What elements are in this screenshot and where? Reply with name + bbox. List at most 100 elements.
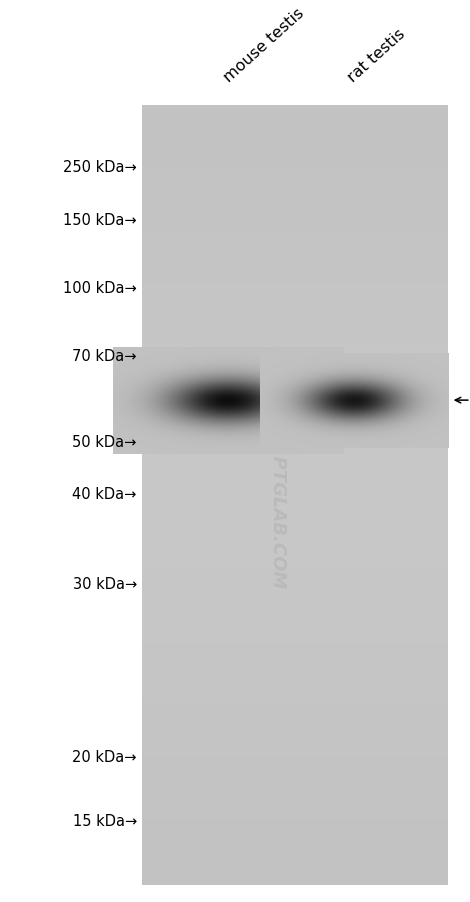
- Bar: [142, 176, 448, 180]
- Bar: [142, 347, 448, 352]
- Bar: [142, 231, 448, 235]
- Bar: [142, 332, 448, 336]
- Bar: [142, 129, 448, 133]
- Bar: [142, 772, 448, 776]
- Bar: [142, 698, 448, 702]
- Bar: [142, 519, 448, 523]
- Bar: [142, 838, 448, 842]
- Bar: [142, 184, 448, 188]
- Bar: [142, 831, 448, 834]
- Bar: [142, 437, 448, 441]
- Bar: [142, 371, 448, 374]
- Bar: [142, 815, 448, 819]
- Bar: [142, 811, 448, 815]
- Bar: [142, 449, 448, 453]
- Bar: [142, 769, 448, 772]
- Bar: [142, 749, 448, 752]
- Bar: [142, 612, 448, 616]
- Bar: [142, 180, 448, 184]
- Bar: [142, 141, 448, 145]
- Bar: [142, 472, 448, 476]
- Bar: [142, 308, 448, 312]
- Bar: [142, 854, 448, 858]
- Bar: [142, 258, 448, 262]
- Bar: [142, 468, 448, 472]
- Bar: [142, 850, 448, 854]
- Bar: [142, 690, 448, 695]
- Bar: [142, 281, 448, 285]
- Bar: [142, 406, 448, 410]
- Bar: [142, 675, 448, 678]
- Bar: [142, 344, 448, 347]
- Bar: [142, 145, 448, 149]
- Bar: [142, 515, 448, 519]
- Bar: [142, 243, 448, 246]
- Bar: [142, 757, 448, 760]
- Bar: [142, 628, 448, 632]
- Bar: [142, 722, 448, 725]
- Bar: [142, 878, 448, 881]
- Bar: [142, 542, 448, 547]
- Bar: [142, 671, 448, 675]
- Bar: [142, 663, 448, 667]
- Bar: [142, 106, 448, 110]
- Bar: [142, 597, 448, 601]
- Bar: [142, 320, 448, 324]
- Bar: [142, 235, 448, 238]
- Bar: [142, 695, 448, 698]
- Bar: [142, 710, 448, 713]
- Bar: [142, 530, 448, 535]
- Bar: [142, 881, 448, 885]
- Bar: [142, 114, 448, 117]
- Bar: [142, 616, 448, 621]
- Bar: [142, 729, 448, 733]
- Text: 70 kDa→: 70 kDa→: [72, 348, 137, 364]
- Bar: [142, 250, 448, 254]
- Bar: [142, 196, 448, 199]
- Bar: [142, 799, 448, 804]
- Bar: [142, 643, 448, 648]
- Bar: [142, 305, 448, 308]
- Bar: [142, 683, 448, 686]
- Bar: [142, 566, 448, 569]
- Bar: [142, 725, 448, 729]
- Text: 100 kDa→: 100 kDa→: [63, 281, 137, 296]
- Bar: [142, 787, 448, 792]
- Bar: [142, 367, 448, 371]
- Bar: [142, 336, 448, 340]
- Bar: [142, 219, 448, 223]
- Text: 50 kDa→: 50 kDa→: [72, 435, 137, 450]
- Bar: [142, 433, 448, 437]
- Bar: [142, 300, 448, 305]
- Bar: [142, 278, 448, 281]
- Bar: [142, 507, 448, 511]
- Bar: [142, 328, 448, 332]
- Bar: [142, 382, 448, 386]
- Bar: [142, 207, 448, 211]
- Text: 30 kDa→: 30 kDa→: [72, 576, 137, 591]
- Bar: [142, 188, 448, 192]
- Bar: [142, 527, 448, 530]
- Bar: [142, 456, 448, 460]
- Bar: [142, 764, 448, 769]
- Bar: [142, 861, 448, 866]
- Bar: [142, 492, 448, 495]
- Bar: [142, 648, 448, 651]
- Bar: [142, 293, 448, 297]
- Bar: [142, 117, 448, 122]
- Bar: [142, 819, 448, 823]
- Bar: [142, 110, 448, 114]
- Bar: [142, 601, 448, 604]
- Bar: [142, 511, 448, 515]
- Bar: [142, 164, 448, 169]
- Bar: [142, 192, 448, 196]
- Bar: [142, 569, 448, 574]
- Bar: [142, 678, 448, 683]
- Bar: [142, 125, 448, 129]
- Bar: [142, 254, 448, 258]
- Bar: [142, 760, 448, 764]
- Text: 15 kDa→: 15 kDa→: [72, 814, 137, 828]
- Bar: [142, 574, 448, 577]
- Bar: [142, 199, 448, 203]
- Bar: [142, 807, 448, 811]
